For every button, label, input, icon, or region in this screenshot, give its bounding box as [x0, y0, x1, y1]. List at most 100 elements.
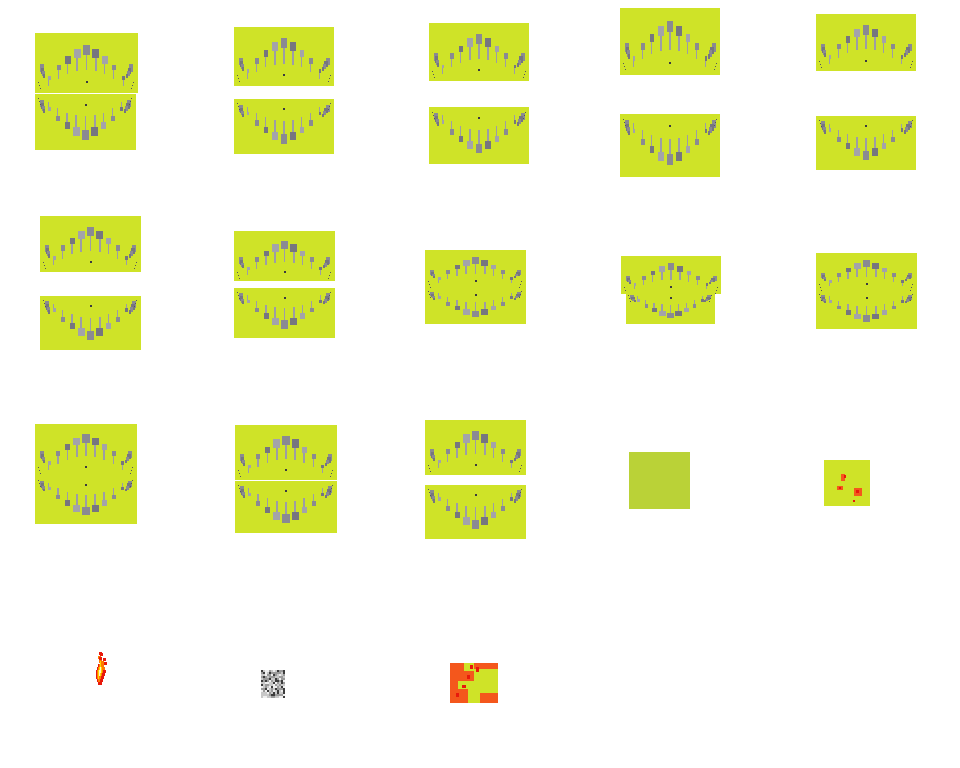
fireball-sprite[interactable]	[90, 652, 118, 692]
marked-tile-r3c5[interactable]	[824, 460, 870, 506]
pillar	[110, 115, 115, 122]
frame-r1c3-upper[interactable]	[429, 23, 529, 81]
pillar-stem	[483, 301, 486, 315]
terrain-region	[458, 681, 474, 689]
arc-speck	[427, 281, 429, 283]
frame-r1c4-lower[interactable]	[620, 114, 720, 177]
pillar-stem	[75, 115, 78, 136]
pillar-stem	[892, 43, 894, 58]
flat-tile-r3c4[interactable]	[629, 452, 690, 509]
frame-r1c2-upper[interactable]	[234, 27, 334, 86]
frame-r1c2-lower[interactable]	[234, 99, 334, 154]
pillar-stem	[292, 307, 295, 326]
arc-edge-block	[906, 124, 910, 131]
frame-r2c3-upper[interactable]	[425, 250, 526, 288]
arc-edge-block	[516, 293, 520, 298]
center-marker-dot	[283, 108, 285, 111]
arc-edge-block	[629, 282, 632, 285]
arc-edge-block	[324, 107, 328, 114]
arc-edge-block	[519, 56, 523, 63]
rock-pixel	[277, 694, 279, 696]
frame-r3c1-upper[interactable]	[35, 424, 137, 476]
rock-pixel	[273, 682, 275, 684]
pillar-stem	[265, 304, 267, 319]
pillar-stem	[653, 302, 655, 312]
arc-speck	[909, 126, 911, 128]
frame-r1c1-lower[interactable]	[35, 94, 136, 150]
arc-edge-block	[824, 130, 827, 134]
arc-speck	[130, 485, 132, 487]
arc-edge-block	[41, 105, 45, 111]
frame-r2c5-upper[interactable]	[816, 253, 917, 291]
pillar	[837, 43, 841, 50]
arc-speck	[428, 284, 430, 286]
frame-r3c2-lower[interactable]	[235, 481, 337, 533]
arc-speck	[328, 78, 330, 80]
pillar-stem	[456, 503, 458, 519]
arc-edge-block	[42, 70, 45, 77]
frame-r1c5-upper[interactable]	[816, 14, 916, 71]
terrain-tile-sprite[interactable]	[450, 663, 498, 703]
pillar	[65, 500, 71, 506]
pillar-stem	[492, 441, 495, 458]
rock-pixel	[265, 696, 267, 698]
pillar-stem	[303, 446, 305, 463]
arc-speck	[237, 78, 239, 80]
rock-pixel	[273, 670, 275, 672]
tile-marker	[841, 474, 845, 481]
pillar-arc	[816, 291, 917, 329]
frame-r2c5-lower[interactable]	[816, 291, 917, 329]
tile-marker	[839, 487, 841, 489]
pillar	[462, 517, 470, 526]
pillar	[881, 36, 887, 43]
pillar-stem	[285, 501, 287, 524]
arc-speck	[715, 290, 717, 292]
pillar-stem	[116, 245, 118, 259]
frame-r1c3-lower[interactable]	[429, 107, 529, 164]
arc-edge-block	[633, 300, 636, 303]
arc-edge-block	[903, 130, 907, 134]
frame-r3c3-upper[interactable]	[425, 420, 526, 475]
center-marker-dot	[478, 69, 480, 72]
pillar-stem	[248, 488, 250, 497]
arc-speck	[38, 101, 40, 103]
rock-pixel	[283, 670, 285, 672]
frame-r3c3-lower[interactable]	[425, 485, 526, 539]
pillar-stem	[107, 314, 110, 330]
frame-r1c4-upper[interactable]	[620, 8, 720, 75]
arc-speck	[332, 470, 334, 472]
frame-r2c4-upper[interactable]	[621, 256, 721, 294]
frame-r2c4-lower[interactable]	[626, 292, 715, 324]
rock-pixel	[271, 682, 273, 684]
arc-edge-block	[434, 56, 439, 63]
frame-r3c2-upper[interactable]	[235, 425, 337, 480]
frame-r2c1-lower[interactable]	[40, 296, 141, 350]
arc-edge-block	[325, 459, 329, 465]
pillar	[111, 494, 116, 500]
arc-edge-block	[518, 59, 521, 65]
pillar-stem	[48, 76, 50, 86]
terrain-region	[462, 685, 466, 688]
frame-r2c1-upper[interactable]	[40, 216, 141, 272]
arc-speck	[820, 66, 822, 68]
rock-pixel	[263, 678, 265, 680]
frame-r1c5-lower[interactable]	[816, 116, 916, 170]
frame-r2c2-lower[interactable]	[234, 288, 335, 338]
frame-r1c1-upper[interactable]	[35, 33, 138, 93]
arc-edge-block	[125, 486, 129, 490]
pillar	[73, 504, 81, 512]
rock-pixel	[273, 672, 275, 674]
arc-speck	[236, 75, 238, 77]
arc-speck	[628, 294, 629, 296]
arc-speck	[329, 103, 331, 105]
frame-r2c2-upper[interactable]	[234, 231, 335, 281]
frame-r2c3-lower[interactable]	[425, 288, 526, 324]
pillar	[246, 299, 250, 303]
center-marker-dot	[283, 271, 286, 273]
pillar	[828, 280, 832, 284]
pillar	[686, 270, 692, 276]
rock-texture-sprite[interactable]	[261, 670, 285, 698]
rock-pixel	[275, 694, 277, 696]
frame-r3c1-lower[interactable]	[35, 476, 137, 524]
rock-pixel	[261, 686, 263, 688]
